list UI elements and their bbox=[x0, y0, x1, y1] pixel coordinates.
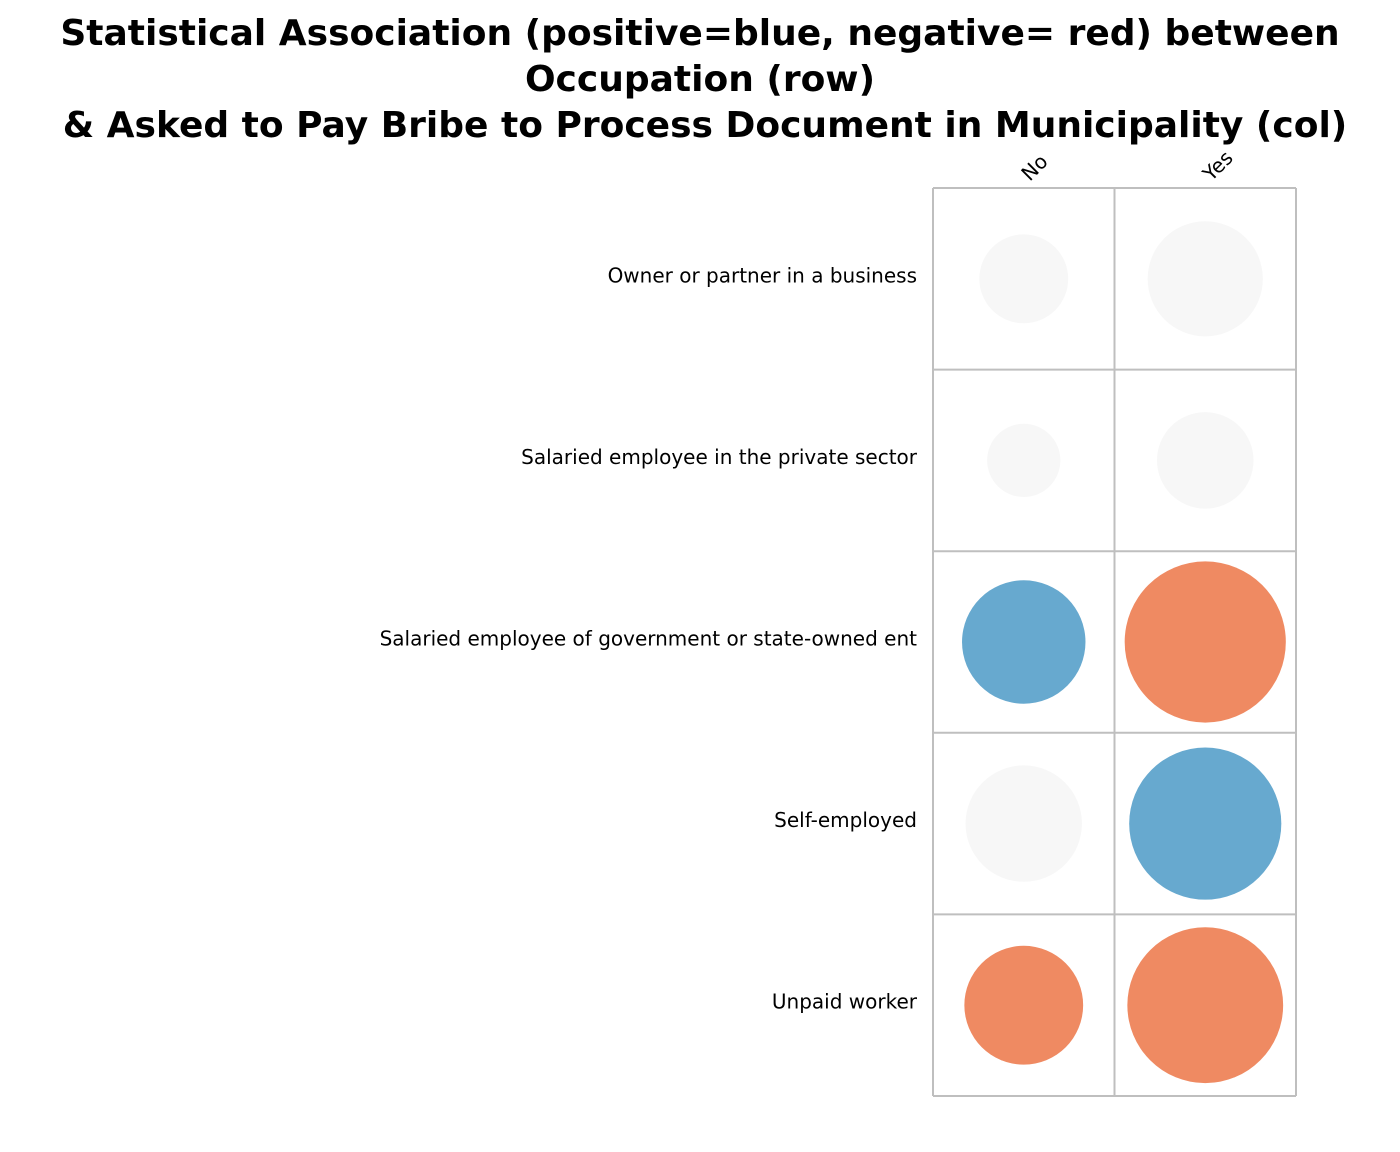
column-labels: No Yes bbox=[1016, 146, 1237, 187]
association-circle-self-employed-no bbox=[965, 765, 1082, 882]
row-label-owner-or-partner-in-a-business: Owner or partner in a business bbox=[608, 263, 917, 287]
chart-title-line-3: & Asked to Pay Bribe to Process Document… bbox=[63, 105, 1348, 146]
chart-title-line-1: Statistical Association (positive=blue, … bbox=[60, 13, 1339, 54]
association-circle-owner-or-partner-in-a-business-yes bbox=[1147, 221, 1263, 337]
association-circles bbox=[962, 221, 1286, 1084]
column-label-no: No bbox=[1016, 149, 1052, 185]
chart-title-line-2: Occupation (row) bbox=[525, 59, 875, 100]
chart-title: Statistical Association (positive=blue, … bbox=[60, 13, 1347, 146]
association-circle-unpaid-worker-no bbox=[964, 945, 1084, 1065]
association-circle-salaried-employee-in-the-private-sector-yes bbox=[1156, 412, 1254, 509]
row-labels: Owner or partner in a business Salaried e… bbox=[380, 263, 918, 1013]
association-circle-salaried-employee-in-the-private-sector-no bbox=[987, 423, 1061, 498]
row-label-self-employed: Self-employed bbox=[774, 808, 917, 832]
column-label-yes: Yes bbox=[1197, 146, 1238, 187]
association-circle-owner-or-partner-in-a-business-no bbox=[979, 234, 1069, 324]
association-circle-salaried-employee-of-government-or-state-owned-ent-no bbox=[962, 580, 1086, 704]
association-circle-unpaid-worker-yes bbox=[1127, 927, 1284, 1084]
row-label-salaried-employee-in-the-private-sector: Salaried employee in the private sector bbox=[521, 445, 918, 469]
row-label-salaried-employee-of-government-or-state-owned-ent: Salaried employee of government or state… bbox=[380, 627, 918, 651]
grid-lines bbox=[932, 187, 1297, 1097]
association-circle-salaried-employee-of-government-or-state-owned-ent-yes bbox=[1124, 561, 1286, 723]
row-label-unpaid-worker: Unpaid worker bbox=[772, 990, 918, 1014]
association-circle-self-employed-yes bbox=[1129, 747, 1282, 900]
